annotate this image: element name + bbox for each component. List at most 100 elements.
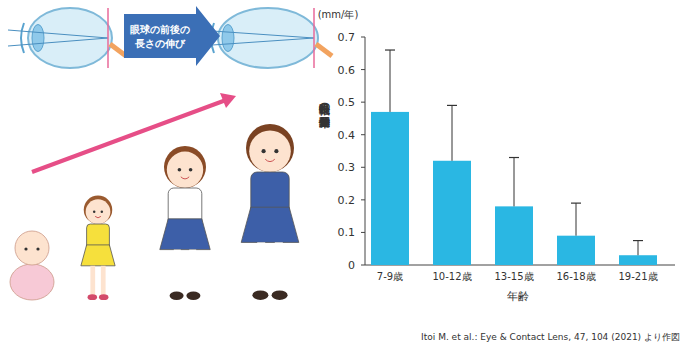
eye [93, 210, 95, 212]
eye [262, 149, 266, 153]
canvas: 眼球の前後の長さの伸び00.10.20.30.40.50.60.77-9歳10-… [0, 0, 688, 351]
optic-nerve [110, 44, 126, 56]
error-bar [509, 158, 519, 207]
y-tick-label: 0 [348, 259, 355, 272]
x-label: 年齢 [507, 290, 529, 303]
leg [257, 242, 265, 293]
illustration: 眼球の前後の長さの伸び [8, 6, 332, 300]
y-tick [361, 232, 365, 233]
y-tick-label: 0.2 [338, 194, 356, 207]
hair [246, 124, 294, 172]
y-tick [361, 134, 365, 135]
light-ray [8, 38, 108, 46]
x-tick-label: 7-9歳 [377, 271, 403, 282]
x-tick-label: 16-18歳 [556, 271, 595, 282]
retina-line [107, 8, 109, 68]
error-bar [633, 241, 643, 256]
shoe [186, 292, 200, 300]
eye [24, 247, 27, 250]
annotation: 眼球の前後の [130, 24, 190, 35]
shoe [88, 294, 98, 300]
x-tick-label: 19-21歳 [618, 271, 657, 282]
face [249, 130, 291, 172]
leg [189, 250, 196, 295]
y-tick [361, 167, 365, 168]
face [86, 199, 111, 224]
error-stem [514, 158, 515, 207]
child-figure [241, 124, 299, 300]
eyeball [28, 8, 112, 68]
leg [174, 250, 181, 295]
leg [275, 242, 283, 293]
lens [222, 25, 234, 52]
skirt [160, 219, 210, 250]
optic-nerve [316, 44, 332, 56]
chart: 00.10.20.30.40.50.60.77-9歳10-12歳13-15歳16… [318, 9, 681, 342]
hair [164, 146, 206, 188]
eye [36, 247, 39, 250]
y-tick-label: 0.6 [338, 64, 356, 77]
child-figure [160, 146, 210, 300]
eyeball [218, 8, 318, 68]
x-tick-label: 13-15歳 [494, 271, 533, 282]
error-cap [633, 240, 643, 241]
baby-face [15, 231, 49, 265]
error-cap [571, 203, 581, 204]
y-tick [361, 199, 365, 200]
unit-label: (mm/年) [318, 9, 359, 20]
shoe [170, 292, 184, 300]
eye [101, 210, 103, 212]
bars [371, 50, 657, 265]
bar [557, 236, 595, 265]
y-tick-label: 0.1 [338, 226, 356, 239]
bar [371, 112, 409, 265]
y-axis [365, 37, 366, 265]
shoe [99, 294, 109, 300]
y-tick-label: 0.3 [338, 161, 356, 174]
leg [101, 266, 106, 296]
shoe [272, 290, 288, 300]
arrow-box [124, 6, 220, 66]
leg [90, 266, 95, 296]
error-bar [447, 105, 457, 160]
lens [32, 25, 44, 52]
growth-arrow-head [220, 93, 236, 108]
error-bar [571, 203, 581, 236]
hair [84, 196, 113, 225]
bar [433, 161, 471, 265]
mouth [181, 177, 189, 179]
eye [189, 168, 193, 172]
y-tick-label: 0.7 [338, 31, 356, 44]
y-tick [361, 265, 365, 266]
y-tick [361, 102, 365, 103]
error-cap [509, 157, 519, 158]
root: 眼球の前後の長さの伸び00.10.20.30.40.50.60.77-9歳10-… [0, 0, 688, 351]
error-stem [390, 50, 391, 112]
error-stem [638, 241, 639, 256]
error-stem [576, 203, 577, 236]
skirt [81, 245, 115, 266]
retina-line [313, 8, 315, 68]
error-cap [385, 49, 395, 50]
eye [178, 168, 182, 172]
light-ray [8, 30, 108, 38]
error-cap [447, 105, 457, 106]
baby-figure [10, 231, 54, 300]
error-stem [452, 105, 453, 160]
skirt [241, 207, 299, 242]
annotation: 長さの伸び [134, 38, 186, 49]
y-tick-label: 0.5 [338, 96, 356, 109]
baby-body [10, 264, 54, 300]
mouth [265, 159, 275, 161]
bar [619, 255, 657, 265]
cornea [21, 23, 24, 53]
y-label: 眼軸長の年間伸長量 [318, 95, 332, 129]
face [167, 152, 203, 188]
y-tick-label: 0.4 [338, 129, 356, 142]
source: Itoi M. et al.: Eye & Contact Lens, 47, … [421, 332, 680, 342]
eye-diagram [8, 8, 126, 68]
shoe [252, 290, 268, 300]
child-figure [81, 196, 115, 301]
y-tick [361, 69, 365, 70]
y-tick [361, 37, 365, 38]
